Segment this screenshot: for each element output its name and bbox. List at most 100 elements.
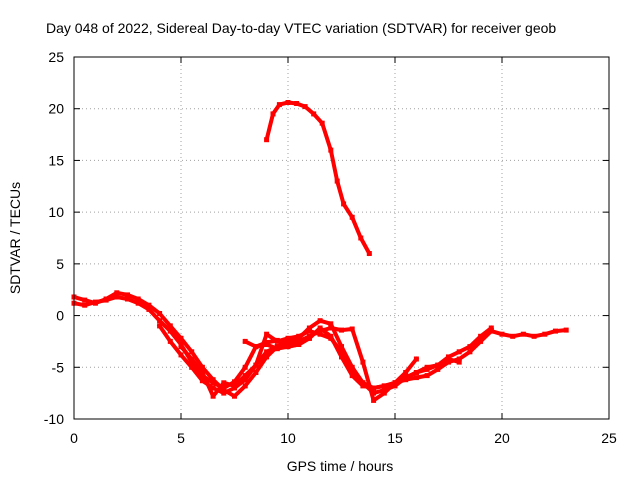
data-point xyxy=(542,331,548,337)
data-point xyxy=(189,356,195,362)
data-point xyxy=(178,344,184,350)
data-point xyxy=(328,147,334,153)
data-point xyxy=(371,385,377,391)
data-point xyxy=(531,333,537,339)
data-point xyxy=(328,321,334,327)
data-point xyxy=(285,100,291,105)
data-point xyxy=(135,296,141,302)
data-point xyxy=(82,302,88,308)
data-point xyxy=(413,370,419,375)
data-point xyxy=(306,335,312,341)
data-point xyxy=(82,297,88,303)
x-axis-label: GPS time / hours xyxy=(287,458,394,474)
data-point xyxy=(135,300,141,306)
data-point xyxy=(456,356,462,362)
data-point xyxy=(306,325,312,331)
data-point xyxy=(467,344,473,350)
data-point xyxy=(403,370,409,375)
y-tick-label: 20 xyxy=(48,101,64,117)
data-point xyxy=(157,318,163,324)
data-point xyxy=(114,294,120,300)
data-point xyxy=(232,379,237,385)
data-point xyxy=(381,387,387,393)
data-point xyxy=(114,290,120,296)
data-point xyxy=(210,393,216,399)
data-point xyxy=(210,385,216,391)
data-point xyxy=(221,390,227,396)
x-tick-label: 15 xyxy=(387,430,403,446)
data-point xyxy=(221,387,227,393)
data-point xyxy=(360,383,366,389)
data-point xyxy=(488,325,494,331)
data-point xyxy=(103,296,109,302)
data-point xyxy=(125,296,130,302)
data-point xyxy=(264,340,270,345)
axis-ticks: 0 5 10 15 20 25 -10 -5 0 5 10 15 20 25 xyxy=(44,49,617,446)
x-tick-label: 25 xyxy=(601,430,617,446)
data-point xyxy=(317,331,323,337)
data-point xyxy=(232,393,237,399)
data-point xyxy=(276,102,282,108)
data-point xyxy=(264,331,270,337)
data-point xyxy=(317,328,323,334)
data-point xyxy=(328,335,334,341)
data-point xyxy=(563,327,569,333)
data-point xyxy=(446,359,451,365)
y-tick-label: 25 xyxy=(48,49,64,65)
grid xyxy=(74,57,609,419)
data-point xyxy=(520,331,526,337)
data-point xyxy=(456,349,462,355)
data-point xyxy=(296,333,302,339)
y-axis-label: SDTVAR / TECUs xyxy=(7,182,23,294)
data-point xyxy=(264,349,270,355)
data-point xyxy=(499,331,505,337)
data-point xyxy=(242,383,248,389)
data-point xyxy=(478,338,484,344)
data-point xyxy=(381,383,387,389)
data-point xyxy=(296,338,302,344)
data-point xyxy=(242,377,248,383)
data-point xyxy=(349,364,355,370)
data-point xyxy=(296,342,302,347)
data-point xyxy=(467,349,473,355)
data-point xyxy=(146,302,152,308)
data-point xyxy=(253,362,259,368)
data-point xyxy=(478,333,484,339)
data-point xyxy=(221,380,227,386)
data-point xyxy=(456,359,462,365)
data-point xyxy=(435,362,441,368)
data-point xyxy=(232,383,237,389)
data-point xyxy=(167,338,173,344)
data-point xyxy=(381,390,387,396)
data-point xyxy=(446,354,451,360)
data-point xyxy=(210,380,216,386)
data-point xyxy=(157,323,163,329)
data-point xyxy=(285,344,291,350)
data-point xyxy=(392,380,398,386)
data-point xyxy=(334,178,340,184)
data-point xyxy=(317,325,323,331)
data-point xyxy=(274,344,280,350)
data-point xyxy=(242,338,248,344)
data-point xyxy=(553,328,558,334)
data-point xyxy=(178,335,184,341)
data-point xyxy=(424,373,430,379)
data-point xyxy=(339,354,344,360)
data-point xyxy=(510,333,516,339)
x-tick-label: 5 xyxy=(177,430,185,446)
data-point xyxy=(339,349,344,355)
data-point xyxy=(317,318,323,324)
data-point xyxy=(92,300,98,306)
data-point xyxy=(210,377,216,383)
data-point xyxy=(264,137,270,143)
data-point xyxy=(319,120,325,126)
y-tick-label: 5 xyxy=(56,256,64,272)
x-tick-label: 20 xyxy=(494,430,510,446)
plot-frame xyxy=(73,56,610,420)
data-point xyxy=(366,251,372,256)
x-tick-label: 10 xyxy=(280,430,296,446)
data-point xyxy=(488,328,494,334)
data-point xyxy=(157,311,163,316)
